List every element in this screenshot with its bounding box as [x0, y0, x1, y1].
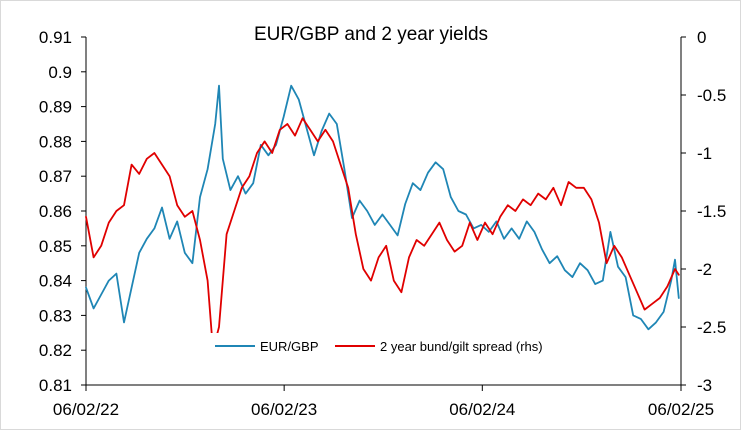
y-left-tick-label: 0.9 — [48, 63, 72, 82]
x-tick-label: 06/02/23 — [251, 400, 317, 419]
x-tick-label: 06/02/22 — [53, 400, 119, 419]
y-right-tick-label: -2.5 — [697, 318, 726, 337]
chart-title: EUR/GBP and 2 year yields — [254, 24, 488, 45]
y-right-tick-label: 0 — [697, 28, 706, 47]
y-left-tick-label: 0.81 — [39, 376, 72, 395]
x-tick-label: 06/02/24 — [449, 400, 515, 419]
y-right-tick-label: -1 — [697, 144, 712, 163]
series-line-eurgbp — [85, 84, 680, 331]
y-left-tick-label: 0.84 — [39, 272, 72, 291]
legend-label-eurgbp: EUR/GBP — [260, 339, 319, 354]
series-line-spread — [85, 117, 680, 352]
y-left-tick-label: 0.83 — [39, 306, 72, 325]
y-left-tick-label: 0.88 — [39, 132, 72, 151]
y-left-tick-label: 0.82 — [39, 341, 72, 360]
y-left-tick-label: 0.89 — [39, 98, 72, 117]
y-left-tick-label: 0.91 — [39, 28, 72, 47]
y-right-tick-label: -0.5 — [697, 86, 726, 105]
series-layer — [85, 84, 680, 352]
legend: EUR/GBP 2 year bund/gilt spread (rhs) — [197, 333, 579, 357]
y-left-tick-label: 0.85 — [39, 237, 72, 256]
x-tick-label: 06/02/25 — [648, 400, 714, 419]
legend-background — [197, 333, 579, 357]
axes: 0.81 0.82 0.83 0.84 0.85 0.86 0.87 0.88 0.89 0.9 0… — [39, 28, 726, 419]
y-right-tick-label: -2 — [697, 260, 712, 279]
y-left-tick-label: 0.87 — [39, 167, 72, 186]
y-left-tick-label: 0.86 — [39, 202, 72, 221]
y-right-tick-label: -3 — [697, 376, 712, 395]
y-right-tick-label: -1.5 — [697, 202, 726, 221]
legend-label-spread: 2 year bund/gilt spread (rhs) — [380, 339, 543, 354]
